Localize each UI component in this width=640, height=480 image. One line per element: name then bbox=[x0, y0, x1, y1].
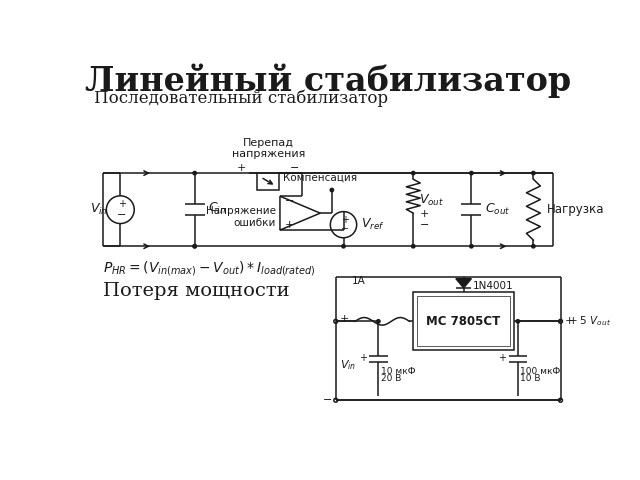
Text: 20 В: 20 В bbox=[381, 374, 401, 383]
Text: −: − bbox=[323, 395, 332, 405]
Bar bbox=[417, 296, 510, 347]
Text: Линейный стабилизатор: Линейный стабилизатор bbox=[85, 64, 571, 98]
Text: Потеря мощности: Потеря мощности bbox=[103, 282, 290, 300]
Text: $C_{out}$: $C_{out}$ bbox=[484, 202, 510, 217]
Text: +: + bbox=[285, 220, 294, 230]
Circle shape bbox=[330, 188, 333, 192]
Text: +: + bbox=[564, 316, 573, 326]
Text: Компенсация: Компенсация bbox=[283, 173, 357, 183]
Text: Последовательный стабилизатор: Последовательный стабилизатор bbox=[94, 90, 388, 108]
Bar bbox=[413, 292, 514, 350]
Circle shape bbox=[412, 171, 415, 175]
Text: $V_{in}$: $V_{in}$ bbox=[90, 202, 108, 217]
Circle shape bbox=[193, 244, 196, 248]
Text: +: + bbox=[499, 353, 506, 363]
Text: $P_{HR} = (V_{in(max)} - V_{out}) * I_{load(rated)}$: $P_{HR} = (V_{in(max)} - V_{out}) * I_{l… bbox=[103, 259, 316, 278]
Circle shape bbox=[377, 320, 380, 323]
Text: $V_{in}$: $V_{in}$ bbox=[340, 358, 356, 372]
Circle shape bbox=[516, 320, 520, 323]
Bar bbox=[257, 173, 279, 190]
Text: −: − bbox=[117, 210, 127, 220]
Text: Перепад
напряжения: Перепад напряжения bbox=[232, 138, 305, 159]
Text: 1N4001: 1N4001 bbox=[473, 281, 513, 291]
Circle shape bbox=[470, 244, 473, 248]
Text: −: − bbox=[285, 196, 294, 206]
Text: $C_{in}$: $C_{in}$ bbox=[208, 201, 226, 216]
Circle shape bbox=[193, 244, 196, 248]
Text: +: + bbox=[359, 353, 367, 363]
Text: 100 мкФ: 100 мкФ bbox=[520, 367, 561, 376]
Text: 10 В: 10 В bbox=[520, 374, 541, 383]
Text: $V_{out}$: $V_{out}$ bbox=[419, 193, 445, 208]
Circle shape bbox=[342, 244, 345, 248]
Circle shape bbox=[532, 244, 535, 248]
Text: +: + bbox=[237, 164, 246, 173]
Text: 1A: 1A bbox=[352, 276, 366, 286]
Text: +: + bbox=[341, 215, 349, 225]
Circle shape bbox=[470, 171, 473, 175]
Text: −: − bbox=[290, 164, 300, 173]
Text: $V_{ref}$: $V_{ref}$ bbox=[360, 217, 384, 232]
Text: −: − bbox=[419, 220, 429, 230]
Text: +: + bbox=[419, 208, 429, 218]
Text: +: + bbox=[118, 199, 126, 209]
Text: 10 мкФ: 10 мкФ bbox=[381, 367, 415, 376]
Text: Нагрузка: Нагрузка bbox=[547, 203, 605, 216]
Text: Напряжение
ошибки: Напряжение ошибки bbox=[206, 206, 276, 228]
Text: + 5 $V_{out}$: + 5 $V_{out}$ bbox=[568, 314, 611, 328]
Polygon shape bbox=[456, 278, 472, 288]
Circle shape bbox=[412, 244, 415, 248]
Text: MC 7805CT: MC 7805CT bbox=[426, 315, 500, 328]
Circle shape bbox=[532, 171, 535, 175]
Circle shape bbox=[193, 171, 196, 175]
Text: +: + bbox=[340, 314, 349, 324]
Text: −: − bbox=[341, 224, 349, 234]
